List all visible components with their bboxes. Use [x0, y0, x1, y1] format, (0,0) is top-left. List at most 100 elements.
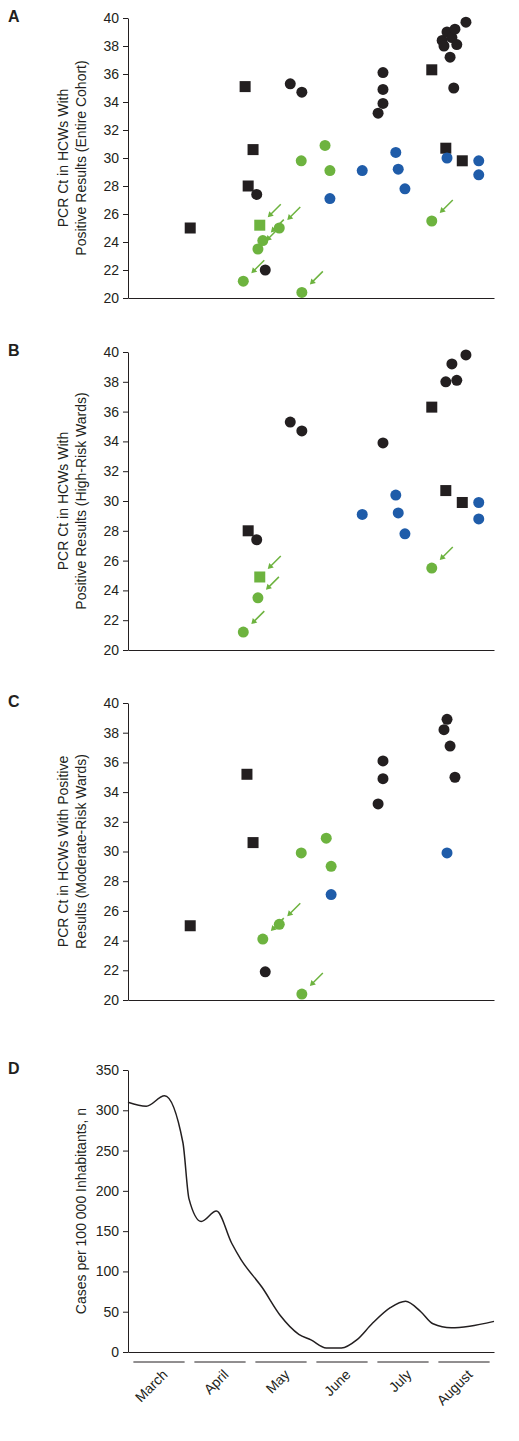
tick-mark	[123, 970, 128, 971]
tick-label: 50	[103, 1304, 119, 1320]
tick: May	[255, 1362, 306, 1396]
circle-point	[274, 919, 285, 930]
circle-point	[390, 490, 401, 501]
circle-point	[393, 164, 404, 175]
circle-point	[285, 78, 296, 89]
axis-title: PCR Ct in HCWs With	[55, 89, 71, 227]
circle-point	[438, 41, 449, 52]
tick-label: 32	[103, 463, 119, 479]
axis-line	[129, 1000, 495, 1001]
circle-point	[473, 497, 484, 508]
tick: 26	[103, 903, 128, 919]
axis-line	[128, 353, 129, 651]
axis-title: PCR Ct in HCWs With Positive	[55, 756, 71, 948]
tick: 24	[103, 933, 128, 949]
month-span	[255, 1362, 306, 1363]
axis-line	[129, 298, 495, 299]
square-point	[440, 143, 451, 154]
square-point	[241, 769, 252, 780]
circle-point	[296, 87, 307, 98]
tick-label: 24	[103, 582, 119, 598]
circle-point	[473, 513, 484, 524]
arrow-head	[310, 278, 316, 284]
tick-label: 300	[96, 1102, 120, 1118]
circle-point	[326, 889, 337, 900]
tick: 36	[103, 66, 128, 82]
circle-point	[451, 375, 462, 386]
x-axis	[129, 1000, 495, 1001]
tick-mark	[123, 74, 128, 75]
series	[251, 17, 471, 276]
panel: APCR Ct in HCWs WithPositive Results (En…	[8, 8, 495, 306]
tick-label: March	[132, 1366, 171, 1405]
tick: 38	[103, 725, 128, 741]
circle-point	[296, 425, 307, 436]
tick: 100	[96, 1263, 128, 1279]
square-point	[243, 181, 254, 192]
circle-point	[399, 183, 410, 194]
axis-line	[129, 650, 495, 651]
tick: 36	[103, 754, 128, 770]
tick: 34	[103, 784, 128, 800]
tick-label: 36	[103, 754, 119, 770]
arrow-shaft	[290, 903, 300, 913]
square-point	[457, 155, 468, 166]
tick-mark	[123, 703, 128, 704]
tick-mark	[123, 46, 128, 47]
tick: 28	[103, 873, 128, 889]
circle-point	[274, 223, 285, 234]
tick-label: 34	[103, 94, 119, 110]
circle-point	[473, 155, 484, 166]
arrow-head	[251, 267, 257, 273]
tick-label: 250	[96, 1143, 120, 1159]
circle-point	[460, 349, 471, 360]
tick-label: 200	[96, 1183, 120, 1199]
tick-label: 34	[103, 784, 119, 800]
tick: 26	[103, 553, 128, 569]
tick-label: 26	[103, 903, 119, 919]
circle-point	[449, 24, 460, 35]
circle-point	[324, 165, 335, 176]
panel-title: D	[8, 1060, 20, 1077]
tick-mark	[123, 852, 128, 853]
tick-label: 28	[103, 873, 119, 889]
series	[324, 147, 484, 204]
tick: 20	[103, 992, 128, 1008]
panel: BPCR Ct in HCWs WithPositive Results (Hi…	[8, 342, 495, 658]
tick-mark	[123, 620, 128, 621]
tick-label: 34	[103, 433, 119, 449]
circle-point	[257, 934, 268, 945]
circle-point	[473, 169, 484, 180]
tick-mark	[123, 352, 128, 353]
square-point	[243, 525, 254, 536]
tick-mark	[123, 18, 128, 19]
axis-line	[128, 1071, 129, 1353]
axis-title: PCR Ct in HCWs With	[55, 432, 71, 570]
tick-mark	[123, 792, 128, 793]
tick-label: 100	[96, 1263, 120, 1279]
panel: CPCR Ct in HCWs With PositiveResults (Mo…	[8, 693, 495, 1008]
tick-mark	[123, 561, 128, 562]
tick-mark	[123, 1352, 128, 1353]
tick: July	[377, 1362, 428, 1395]
tick-mark	[123, 412, 128, 413]
series	[257, 903, 323, 999]
series	[254, 556, 281, 583]
tick-label: June	[321, 1366, 354, 1399]
tick-mark	[123, 270, 128, 271]
tick-label: 38	[103, 374, 119, 390]
square-point	[254, 571, 265, 582]
tick: 30	[103, 843, 128, 859]
tick-mark	[123, 471, 128, 472]
circle-point	[377, 437, 388, 448]
tick-mark	[123, 1191, 128, 1192]
series	[254, 204, 281, 231]
tick: 250	[96, 1143, 128, 1159]
tick-mark	[123, 441, 128, 442]
circle-point	[448, 83, 459, 94]
tick-mark	[123, 941, 128, 942]
tick-mark	[123, 822, 128, 823]
circle-point	[426, 563, 437, 574]
tick-label: 22	[103, 262, 119, 278]
y-axis: 050100150200250300350	[96, 1062, 129, 1360]
